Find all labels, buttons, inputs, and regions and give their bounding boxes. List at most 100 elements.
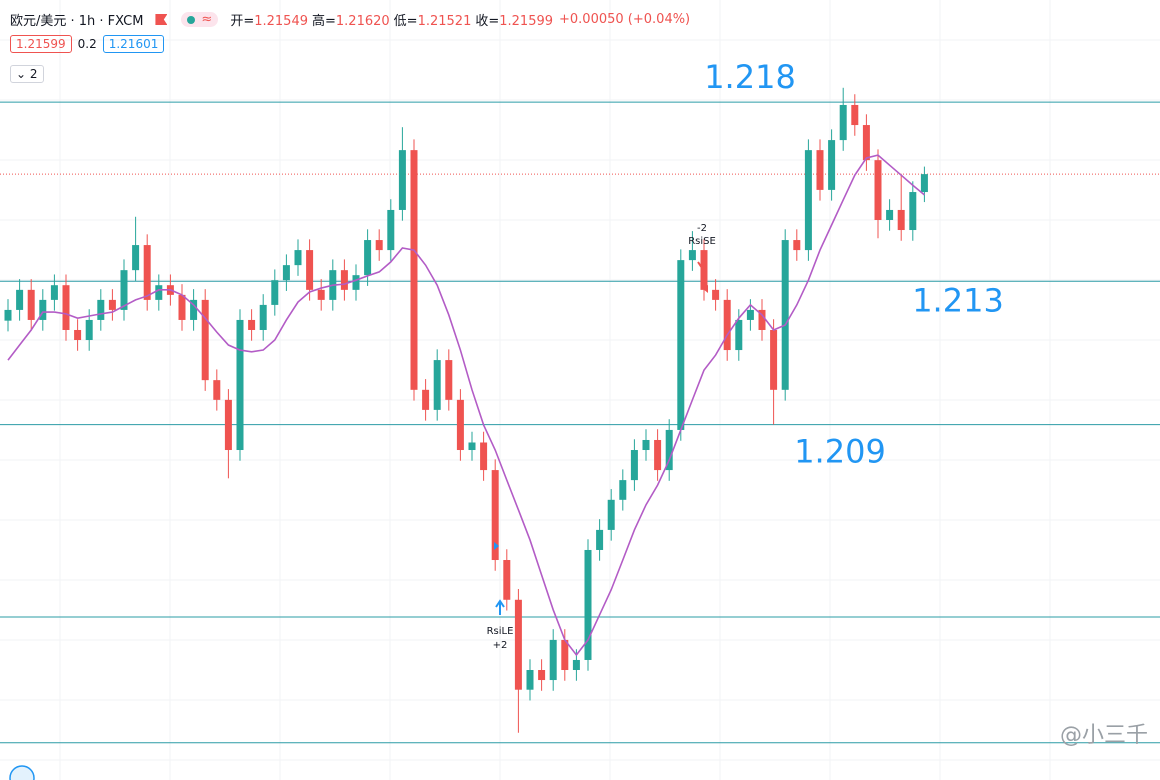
moving-average bbox=[7, 154, 925, 657]
candle-body bbox=[143, 245, 151, 300]
watermark: @小三千 bbox=[1060, 723, 1148, 748]
candle-body bbox=[50, 285, 58, 300]
candle-body bbox=[480, 442, 488, 471]
candle-body bbox=[224, 399, 232, 451]
candle-body bbox=[248, 319, 256, 330]
signal-arrow bbox=[495, 599, 505, 615]
candle-body bbox=[132, 245, 140, 271]
candle-body bbox=[746, 309, 754, 320]
candle-body bbox=[712, 289, 720, 300]
candle-body bbox=[793, 240, 801, 251]
candle-body bbox=[607, 499, 615, 530]
signal-name: RsiLE bbox=[487, 626, 514, 637]
candle-body bbox=[120, 270, 128, 310]
candle-body bbox=[909, 192, 917, 231]
candle-body bbox=[758, 309, 766, 330]
candle-body bbox=[828, 140, 836, 190]
indicator-row: ⌄ 2 bbox=[10, 65, 44, 83]
candle-body bbox=[642, 439, 650, 451]
candle-body bbox=[897, 209, 905, 231]
level-label: 1.213 bbox=[912, 281, 1004, 319]
candle-body bbox=[688, 250, 696, 261]
ask[interactable]: 1.21601 bbox=[102, 35, 165, 53]
candle-body bbox=[317, 289, 325, 300]
status-pill[interactable]: ≈ bbox=[181, 12, 219, 27]
candle-body bbox=[201, 299, 209, 381]
candle-body bbox=[572, 659, 580, 671]
candle-body bbox=[723, 299, 731, 351]
candle-body bbox=[514, 599, 522, 690]
candle-body bbox=[294, 250, 302, 266]
logo bbox=[9, 765, 35, 780]
indicator-toggle[interactable]: ⌄ 2 bbox=[10, 65, 44, 83]
approx-icon: ≈ bbox=[201, 12, 213, 27]
candle-body bbox=[781, 240, 789, 390]
candle-body bbox=[271, 280, 279, 305]
candle-body bbox=[735, 319, 743, 351]
ohlc-item: 收=1.21599 bbox=[475, 10, 553, 29]
candle-body bbox=[456, 399, 464, 451]
exit-marker bbox=[703, 285, 708, 293]
candle-body bbox=[340, 270, 348, 290]
level-label: 1.218 bbox=[704, 58, 796, 96]
candle-body bbox=[630, 450, 638, 481]
candle-body bbox=[584, 549, 592, 660]
candle-body bbox=[445, 360, 453, 400]
candle-body bbox=[665, 429, 673, 471]
candle-body bbox=[375, 240, 383, 251]
candle-body bbox=[526, 670, 534, 690]
candle-body bbox=[816, 150, 824, 190]
candle-body bbox=[839, 104, 847, 141]
candle-body bbox=[491, 470, 499, 561]
candle-body bbox=[538, 670, 546, 681]
ohlc-item: 高=1.21620 bbox=[312, 10, 390, 29]
ohlc-value: 1.21549 bbox=[254, 14, 308, 29]
candle-body bbox=[27, 289, 35, 320]
indicator-count: 2 bbox=[29, 67, 38, 81]
signal-qty: -2 bbox=[697, 223, 707, 234]
candle-body bbox=[178, 294, 186, 320]
ohlc-label: 高= bbox=[312, 14, 336, 29]
quote-row: 1.21599 0.2 1.21601 bbox=[10, 35, 165, 53]
candle-body bbox=[804, 150, 812, 251]
signal-name: RsiSE bbox=[688, 236, 716, 247]
candle-body bbox=[398, 150, 406, 210]
candle-body bbox=[236, 319, 244, 451]
candle-body bbox=[700, 250, 708, 290]
ohlc-label: 开= bbox=[230, 14, 255, 29]
candle-body bbox=[62, 285, 70, 330]
candle-body bbox=[282, 265, 290, 281]
bid[interactable]: 1.21599 bbox=[10, 35, 72, 53]
exit-marker bbox=[494, 542, 499, 550]
level-label: 1.209 bbox=[794, 433, 886, 471]
candle-body bbox=[364, 240, 372, 276]
candle-body bbox=[549, 639, 557, 681]
header: 欧元/美元 · 1h · FXCM ≈ 开=1.21549 高=1.21620 低=… bbox=[10, 10, 690, 29]
ohlc-value: 1.21521 bbox=[417, 14, 472, 29]
candle-body bbox=[155, 285, 163, 300]
spread: 0.2 bbox=[77, 37, 97, 51]
candle-body bbox=[213, 380, 221, 400]
ohlc-label: 收= bbox=[475, 14, 500, 29]
ohlc: 开=1.21549 高=1.21620 低=1.21521 收=1.21599 bbox=[230, 10, 553, 29]
candle-body bbox=[677, 260, 685, 430]
status-dot bbox=[187, 15, 196, 24]
candle-body bbox=[4, 309, 12, 321]
candle-body bbox=[16, 289, 24, 310]
candle-body bbox=[468, 442, 476, 451]
candle-body bbox=[862, 125, 870, 161]
flag-icon[interactable] bbox=[155, 14, 168, 25]
candle-body bbox=[39, 299, 47, 320]
signal-qty: +2 bbox=[493, 640, 508, 651]
candle-body bbox=[85, 319, 93, 341]
candle-body bbox=[422, 389, 430, 410]
ohlc-item: 低=1.21521 bbox=[394, 10, 472, 29]
candle-body bbox=[886, 209, 894, 220]
change: +0.00050 (+0.04%) bbox=[559, 12, 691, 27]
symbol[interactable]: 欧元/美元 · 1h · FXCM bbox=[10, 14, 144, 29]
candle-body bbox=[410, 150, 418, 390]
candle-body bbox=[190, 299, 198, 320]
candle-body bbox=[74, 329, 82, 341]
